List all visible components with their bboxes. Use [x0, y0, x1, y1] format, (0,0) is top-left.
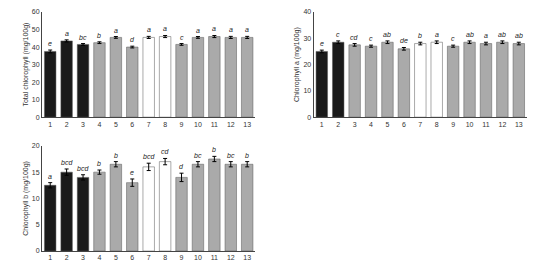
svg-text:a: a	[48, 173, 52, 180]
svg-text:40: 40	[303, 8, 311, 15]
svg-text:ab: ab	[515, 32, 523, 39]
svg-text:c: c	[451, 35, 455, 42]
svg-text:a: a	[147, 26, 151, 33]
svg-text:12: 12	[498, 121, 506, 128]
svg-text:5: 5	[114, 254, 118, 261]
svg-text:60: 60	[32, 8, 40, 15]
svg-text:9: 9	[180, 121, 184, 128]
svg-text:8: 8	[435, 121, 439, 128]
svg-text:20: 20	[32, 79, 40, 86]
svg-text:bcd: bcd	[77, 165, 89, 172]
svg-text:a: a	[229, 26, 233, 33]
svg-text:d: d	[130, 36, 135, 43]
svg-text:b: b	[418, 32, 422, 39]
svg-text:b: b	[97, 32, 101, 39]
svg-text:0: 0	[36, 247, 40, 254]
svg-text:a: a	[484, 32, 488, 39]
svg-text:0: 0	[36, 114, 40, 121]
svg-text:bcd: bcd	[143, 153, 155, 160]
svg-text:a: a	[196, 27, 200, 34]
svg-text:8: 8	[163, 254, 167, 261]
svg-text:b: b	[97, 160, 101, 167]
svg-text:e: e	[130, 169, 134, 176]
svg-text:c: c	[336, 31, 340, 38]
svg-text:a: a	[245, 26, 249, 33]
svg-text:7: 7	[147, 121, 151, 128]
svg-text:3: 3	[81, 121, 85, 128]
svg-text:cd: cd	[350, 34, 359, 41]
svg-text:1: 1	[48, 254, 52, 261]
svg-text:7: 7	[147, 254, 151, 261]
svg-text:3: 3	[353, 121, 357, 128]
svg-text:d: d	[179, 163, 184, 170]
svg-text:13: 13	[243, 121, 251, 128]
svg-text:10: 10	[194, 121, 202, 128]
svg-text:15: 15	[32, 169, 40, 176]
svg-text:a: a	[114, 27, 118, 34]
svg-text:5: 5	[36, 221, 40, 228]
svg-text:50: 50	[32, 26, 40, 33]
svg-text:13: 13	[243, 254, 251, 261]
svg-text:b: b	[114, 152, 118, 159]
svg-text:6: 6	[130, 121, 134, 128]
svg-text:11: 11	[211, 254, 218, 261]
svg-text:c: c	[180, 34, 184, 41]
svg-text:12: 12	[227, 121, 235, 128]
svg-text:30: 30	[32, 61, 40, 68]
svg-text:0: 0	[307, 114, 311, 121]
svg-text:ab: ab	[383, 31, 391, 38]
svg-text:a: a	[163, 25, 167, 32]
svg-text:ab: ab	[466, 31, 474, 38]
svg-text:a: a	[212, 25, 216, 32]
svg-text:10: 10	[194, 254, 202, 261]
svg-text:3: 3	[81, 254, 85, 261]
svg-text:2: 2	[336, 121, 340, 128]
svg-text:12: 12	[227, 254, 235, 261]
svg-text:20: 20	[303, 61, 311, 68]
svg-text:bcd: bcd	[61, 159, 73, 166]
svg-text:10: 10	[303, 87, 311, 94]
svg-text:a: a	[435, 31, 439, 38]
svg-text:bc: bc	[194, 152, 202, 159]
svg-text:8: 8	[163, 121, 167, 128]
svg-text:e: e	[320, 40, 324, 47]
svg-text:2: 2	[65, 254, 69, 261]
svg-text:30: 30	[303, 35, 311, 42]
svg-text:b: b	[245, 152, 249, 159]
svg-text:5: 5	[114, 121, 118, 128]
svg-text:13: 13	[515, 121, 523, 128]
svg-text:1: 1	[48, 121, 52, 128]
svg-text:4: 4	[97, 254, 101, 261]
svg-text:7: 7	[418, 121, 422, 128]
svg-text:1: 1	[320, 121, 324, 128]
svg-text:ab: ab	[498, 31, 506, 38]
svg-text:2: 2	[65, 121, 69, 128]
svg-text:a: a	[65, 30, 69, 37]
svg-text:Total chlorophyll (mg/100g): Total chlorophyll (mg/100g)	[22, 23, 30, 107]
svg-text:9: 9	[180, 254, 184, 261]
svg-text:Chlorophyll a (mg/100g): Chlorophyll a (mg/100g)	[293, 27, 301, 102]
svg-text:20: 20	[32, 142, 40, 149]
svg-text:6: 6	[402, 121, 406, 128]
svg-text:bc: bc	[227, 152, 235, 159]
svg-text:c: c	[369, 35, 373, 42]
svg-text:10: 10	[466, 121, 474, 128]
svg-text:40: 40	[32, 44, 40, 51]
svg-text:4: 4	[97, 121, 101, 128]
svg-text:9: 9	[451, 121, 455, 128]
svg-text:4: 4	[369, 121, 373, 128]
svg-text:cd: cd	[161, 148, 170, 155]
svg-text:bc: bc	[79, 34, 87, 41]
svg-text:11: 11	[211, 121, 218, 128]
svg-text:5: 5	[386, 121, 390, 128]
svg-text:b: b	[212, 146, 216, 153]
svg-text:6: 6	[130, 254, 134, 261]
svg-text:e: e	[48, 40, 52, 47]
svg-text:10: 10	[32, 195, 40, 202]
svg-text:Chlorophyll b (mg/100g): Chlorophyll b (mg/100g)	[22, 161, 30, 236]
svg-text:10: 10	[32, 96, 40, 103]
svg-text:de: de	[400, 37, 408, 44]
svg-text:11: 11	[482, 121, 489, 128]
